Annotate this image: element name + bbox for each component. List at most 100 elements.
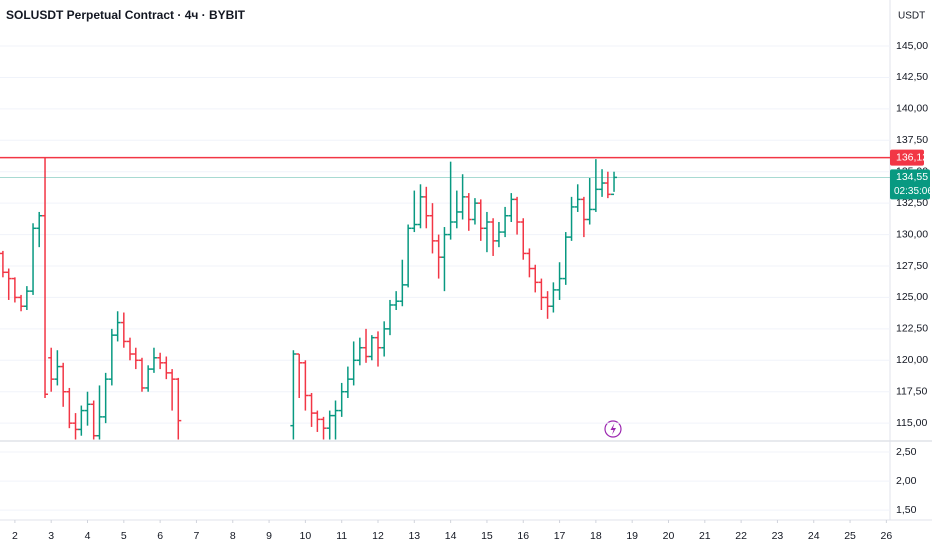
x-tick-label: 18 <box>590 530 602 542</box>
ohlc-bar <box>314 410 321 432</box>
currency-label: USDT <box>898 11 925 22</box>
x-tick-label: 7 <box>194 530 200 542</box>
last-price-label: 134,55 <box>896 171 928 183</box>
y-tick-label: 125,00 <box>896 291 928 303</box>
y-tick-label: 120,00 <box>896 354 928 366</box>
y2-tick-label: 2,50 <box>896 446 917 458</box>
ohlc-bar <box>465 193 472 231</box>
x-tick-label: 23 <box>772 530 784 542</box>
y2-tick-label: 2,00 <box>896 475 917 487</box>
ohlc-bar <box>326 410 333 440</box>
y2-tick-label: 1,50 <box>896 504 917 516</box>
ohlc-bar <box>405 224 412 288</box>
x-tick-label: 13 <box>408 530 420 542</box>
ohlc-bar <box>332 400 339 440</box>
ohlc-bar <box>308 392 315 427</box>
x-tick-label: 4 <box>85 530 91 542</box>
ohlc-bar <box>290 350 297 440</box>
alert-icon[interactable] <box>604 420 622 438</box>
x-tick-label: 22 <box>735 530 747 542</box>
ohlc-bar <box>375 331 382 367</box>
ohlc-bar <box>532 264 539 293</box>
ohlc-bar <box>477 199 484 241</box>
x-tick-label: 20 <box>663 530 675 542</box>
ohlc-bar <box>514 196 521 235</box>
ohlc-bar <box>36 211 43 248</box>
y-tick-label: 140,00 <box>896 103 928 115</box>
x-tick-label: 11 <box>336 530 347 542</box>
bars <box>0 157 618 440</box>
countdown-label: 02:35:06 <box>894 186 932 197</box>
x-tick-label: 26 <box>881 530 893 542</box>
x-tick-label: 21 <box>699 530 711 542</box>
ohlc-bar <box>30 223 37 295</box>
ohlc-bar <box>54 350 61 386</box>
ohlc-bar <box>90 400 97 440</box>
ohlc-bar <box>102 372 109 424</box>
ohlc-bar <box>356 337 363 366</box>
ohlc-bar <box>417 184 424 229</box>
y-tick-label: 130,00 <box>896 228 928 240</box>
ohlc-bar <box>96 385 103 440</box>
ohlc-bar <box>84 391 91 426</box>
x-tick-label: 24 <box>808 530 820 542</box>
ohlc-bar <box>108 328 115 386</box>
x-tick-label: 12 <box>372 530 384 542</box>
ohlc-bar <box>386 299 393 336</box>
ohlc-bar <box>495 222 502 248</box>
x-tick-label: 17 <box>554 530 566 542</box>
ohlc-bar <box>586 178 593 225</box>
x-tick-label: 15 <box>481 530 493 542</box>
y-tick-label: 132,50 <box>896 197 928 209</box>
y-tick-label: 117,50 <box>896 386 927 398</box>
ohlc-bar <box>544 291 551 319</box>
ohlc-bar <box>429 203 436 254</box>
ohlc-bar <box>5 268 12 300</box>
last-price-bg <box>890 169 930 200</box>
x-tick-label: 5 <box>121 530 127 542</box>
ohlc-bar <box>435 234 442 279</box>
ohlc-bar <box>459 174 466 220</box>
overlay: 136,12 134,55 02:35:06 <box>0 149 932 200</box>
ohlc-bar <box>132 347 139 370</box>
ohlc-bar <box>562 232 569 285</box>
x-tick-label: 9 <box>266 530 272 542</box>
ohlc-bar <box>150 347 157 373</box>
ohlc-bar <box>411 190 418 233</box>
x-tick-label: 3 <box>48 530 54 542</box>
ohlc-bar <box>23 286 30 311</box>
ohlc-bar <box>574 184 581 212</box>
ohlc-bar <box>453 190 460 229</box>
ohlc-bar <box>508 193 515 223</box>
ohlc-bar <box>568 196 575 241</box>
ohlc-bar <box>18 294 25 312</box>
level-label-bg <box>890 149 924 166</box>
ohlc-bar <box>580 196 587 238</box>
ohlc-bar <box>169 369 176 411</box>
ohlc-bar <box>526 248 533 278</box>
x-tick-label: 14 <box>445 530 457 542</box>
ohlc-bar <box>441 227 448 292</box>
ohlc-bar <box>556 262 563 300</box>
ohlc-bar <box>78 405 85 436</box>
ohlc-bar <box>447 161 454 240</box>
ohlc-bar <box>157 352 164 370</box>
x-tick-label: 19 <box>626 530 638 542</box>
ohlc-bar <box>490 218 497 256</box>
x-tick-label: 10 <box>300 530 312 542</box>
ohlc-bar <box>175 377 182 440</box>
x-tick-label: 25 <box>844 530 856 542</box>
y-tick-label: 127,50 <box>896 260 928 272</box>
ohlc-bar <box>42 157 49 399</box>
y-tick-label: 137,50 <box>896 134 928 146</box>
ohlc-bar <box>66 387 73 429</box>
ohlc-bar <box>502 206 509 238</box>
ohlc-bar <box>423 186 430 229</box>
ohlc-bar <box>138 357 145 392</box>
ohlc-bar <box>11 277 18 303</box>
ohlc-bar <box>302 360 309 411</box>
ohlc-bar <box>296 353 303 399</box>
y-tick-label: 142,50 <box>896 71 928 83</box>
ohlc-bar <box>120 312 127 348</box>
